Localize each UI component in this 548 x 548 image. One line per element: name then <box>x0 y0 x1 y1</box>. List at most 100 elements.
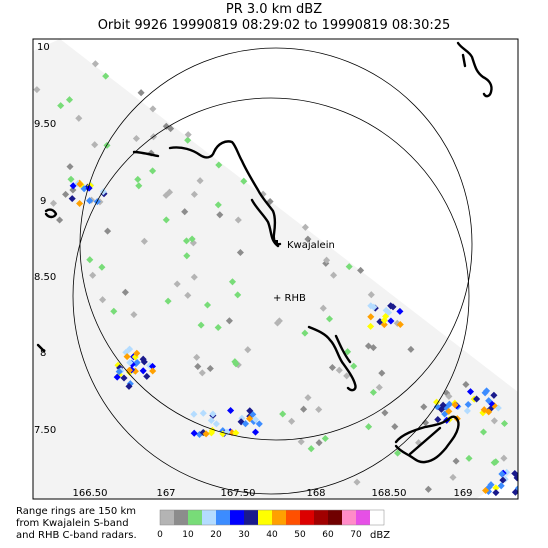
convective-pixel <box>382 306 390 314</box>
convective-pixel <box>199 409 207 417</box>
reflectivity-pixel <box>66 163 74 171</box>
convective-pixel <box>246 407 254 415</box>
reflectivity-pixel <box>67 175 75 183</box>
convective-pixel <box>113 373 121 381</box>
reflectivity-pixel <box>216 211 224 219</box>
reflectivity-pixel <box>328 363 336 372</box>
reflectivity-pixel <box>49 199 58 207</box>
lon-tick: 168.50 <box>372 488 407 499</box>
reflectivity-pixel <box>343 372 351 380</box>
reflectivity-pixel <box>420 403 428 411</box>
convective-pixel <box>241 420 250 428</box>
reflectivity-pixel <box>345 263 353 271</box>
convective-pixel <box>380 321 388 329</box>
convective-pixel <box>251 428 260 436</box>
lat-tick: 9 <box>40 196 46 207</box>
reflectivity-pixel <box>301 329 309 337</box>
colorbar-swatch <box>328 510 342 525</box>
reflectivity-pixel <box>173 280 181 288</box>
reflectivity-pixel <box>121 288 129 296</box>
convective-pixel <box>433 398 441 406</box>
reflectivity-pixel <box>236 248 244 257</box>
lat-tick: 7.50 <box>34 425 56 436</box>
convective-pixel <box>513 474 518 482</box>
convective-pixel <box>492 489 500 497</box>
reflectivity-pixel <box>301 223 309 231</box>
reflectivity-pixel <box>214 201 222 209</box>
reflectivity-pixel <box>110 307 118 315</box>
reflectivity-pixel <box>194 362 202 371</box>
reflectivity-pixel <box>225 317 233 325</box>
convective-pixel <box>190 410 198 418</box>
reflectivity-pixel <box>364 342 373 350</box>
reflectivity-pixel <box>149 105 157 113</box>
convective-pixel <box>499 476 507 484</box>
reflectivity-pixel <box>184 291 192 299</box>
reflectivity-pixel <box>181 208 189 216</box>
convective-pixel <box>76 199 84 208</box>
colorbar-swatch <box>188 510 202 525</box>
reflectivity-pixel <box>445 392 453 400</box>
colorbar-swatch <box>174 510 188 525</box>
reflectivity-pixel <box>279 410 287 418</box>
reflectivity-pixel <box>315 439 323 447</box>
reflectivity-pixel <box>104 227 112 235</box>
reflectivity-pixel <box>91 141 99 149</box>
reflectivity-pixel <box>134 175 142 183</box>
convective-pixel <box>451 401 459 409</box>
reflectivity-pixel <box>365 423 373 431</box>
reflectivity-pixel <box>321 434 329 443</box>
rhb-range-ring <box>72 97 470 495</box>
reflectivity-pixel <box>162 122 170 130</box>
reflectivity-pixel <box>182 237 191 245</box>
coastlines <box>36 41 493 464</box>
reflectivity-pixel <box>353 478 361 486</box>
convective-pixel <box>125 382 133 390</box>
colorbar-label: 70 <box>350 530 362 540</box>
lat-tick: 10 <box>37 42 50 53</box>
convective-pixel <box>492 484 500 492</box>
reflectivity-pixel <box>394 449 402 457</box>
reflectivity-pixel <box>490 459 498 467</box>
reflectivity-pixel <box>197 321 205 329</box>
reflectivity-pixel <box>198 369 206 377</box>
coastline-kwajalein-atoll <box>132 140 282 246</box>
colorbar-swatch <box>342 510 356 525</box>
convective-pixel <box>190 429 198 437</box>
convective-pixel <box>223 428 231 436</box>
convective-pixel <box>370 303 378 311</box>
convective-pixel <box>232 429 240 437</box>
convective-pixel <box>485 408 493 416</box>
convective-pixel <box>511 488 518 496</box>
reflectivity-pixel <box>203 301 212 309</box>
colorbar-swatch <box>370 510 384 525</box>
reflectivity-pixel <box>99 296 107 304</box>
map-title: PR 3.0 km dBZ <box>225 2 323 17</box>
reflectivity-pixel <box>137 89 145 97</box>
lat-tick: 8.50 <box>34 272 56 283</box>
convective-pixel <box>439 401 447 409</box>
reflectivity-pixel <box>240 177 248 185</box>
reflectivity-pixel <box>391 423 399 431</box>
reflectivity-pixel <box>62 190 70 198</box>
reflectivity-pixel <box>375 383 383 391</box>
reflectivity-pixel <box>215 161 223 169</box>
reflectivity-pixel <box>206 364 214 373</box>
lon-tick: 166.50 <box>73 488 108 499</box>
convective-pixel <box>490 391 498 399</box>
convective-pixel <box>148 362 157 370</box>
pr-swath <box>33 39 518 499</box>
coastline-kwajalein-inner <box>250 198 280 248</box>
reflectivity-pixel <box>193 353 201 361</box>
reflectivity-pixel <box>465 454 473 462</box>
reflectivity-pixel <box>234 291 242 299</box>
reflectivity-pixel <box>140 237 148 245</box>
colorbar-swatch <box>160 510 174 525</box>
lon-tick: 168 <box>306 488 325 499</box>
reflectivity-pixel <box>335 366 343 374</box>
kwajalein-label: Kwajalein <box>287 240 335 251</box>
reflectivity-pixel <box>357 266 365 274</box>
convective-pixel <box>497 482 505 490</box>
reflectivity-pixel <box>369 388 377 396</box>
colorbar-label: 40 <box>266 530 278 540</box>
